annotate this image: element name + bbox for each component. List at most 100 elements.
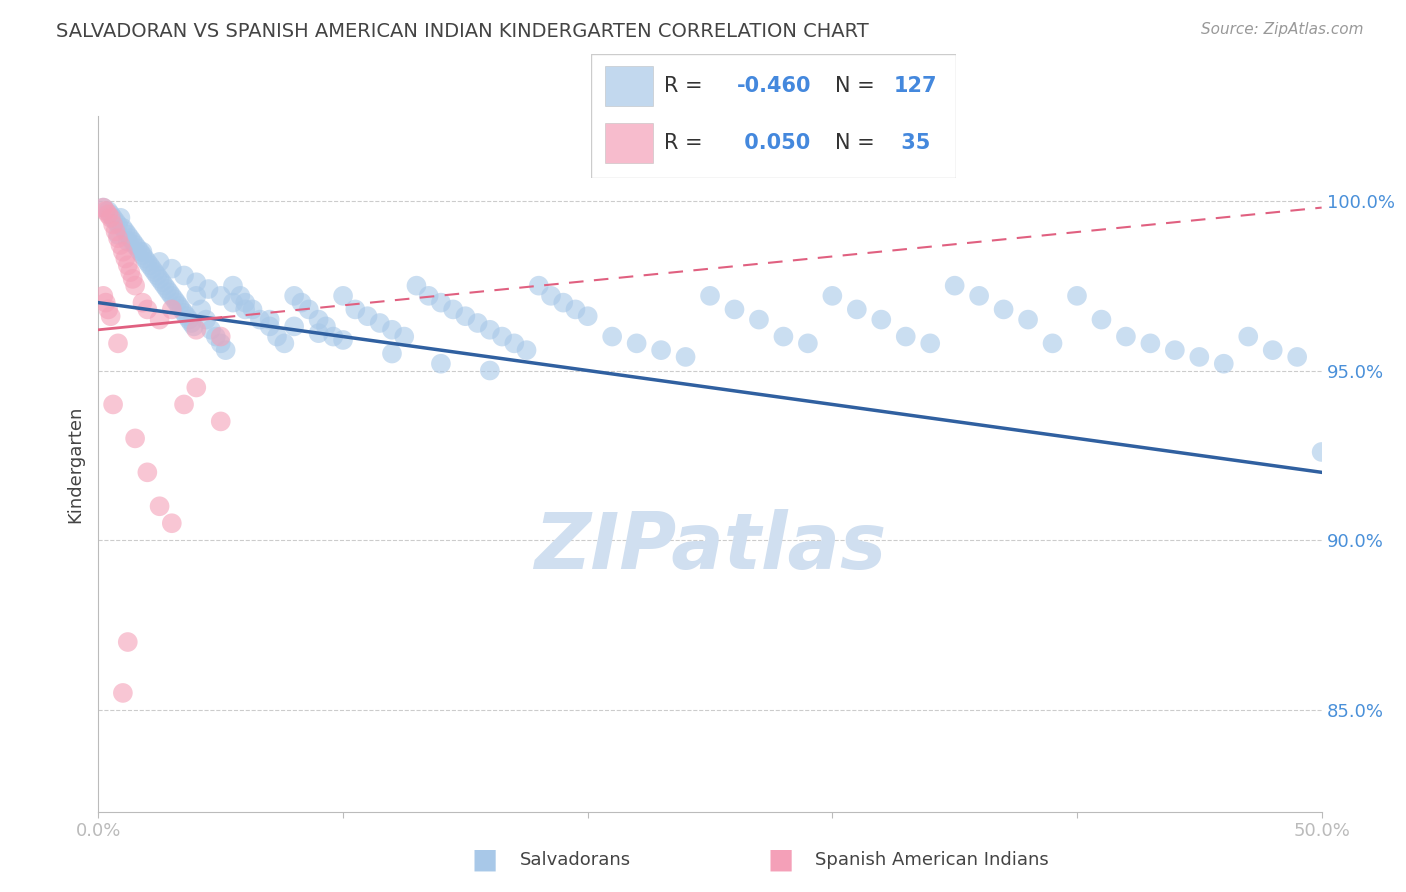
Point [222, 295, 245, 310]
Point [503, 336, 526, 351]
Point [214, 343, 236, 358]
Point [190, 302, 212, 317]
Point [120, 231, 142, 245]
Text: 0.050: 0.050 [737, 134, 810, 153]
Point [111, 244, 134, 259]
Point [107, 218, 129, 232]
Point [131, 248, 153, 262]
Point [121, 235, 143, 249]
Point [821, 289, 844, 303]
Text: ■: ■ [768, 846, 793, 874]
Point [121, 272, 143, 286]
Point [209, 336, 232, 351]
Text: Spanish American Indians: Spanish American Indians [815, 851, 1049, 869]
Point [136, 466, 159, 480]
Point [675, 350, 697, 364]
Point [149, 500, 172, 514]
Point [266, 329, 288, 343]
Point [283, 289, 305, 303]
Point [600, 329, 623, 343]
Bar [605, 123, 652, 163]
Point [136, 255, 159, 269]
Point [197, 282, 219, 296]
Point [110, 211, 132, 225]
Point [870, 312, 893, 326]
Point [107, 336, 129, 351]
Point [478, 323, 501, 337]
Point [553, 295, 575, 310]
Bar [605, 66, 652, 106]
Text: ■: ■ [472, 846, 498, 874]
Point [467, 316, 489, 330]
Point [797, 336, 820, 351]
Point [430, 295, 453, 310]
Point [491, 329, 513, 343]
Point [176, 309, 198, 323]
Point [160, 302, 183, 317]
Point [157, 285, 180, 300]
Point [308, 312, 330, 326]
Point [1090, 312, 1112, 326]
Point [104, 214, 127, 228]
Point [723, 302, 745, 317]
Point [845, 302, 868, 317]
Point [127, 241, 149, 255]
Point [368, 316, 391, 330]
Point [107, 227, 129, 242]
Point [205, 329, 228, 343]
Point [195, 312, 218, 326]
Text: 127: 127 [894, 76, 938, 96]
Point [943, 278, 966, 293]
Point [156, 282, 179, 296]
Point [131, 295, 153, 310]
Point [748, 312, 770, 326]
Point [97, 302, 120, 317]
Point [576, 309, 599, 323]
Point [136, 302, 159, 317]
Point [117, 258, 139, 272]
Point [454, 309, 477, 323]
Point [100, 211, 122, 225]
Text: 35: 35 [894, 134, 931, 153]
Point [1261, 343, 1284, 358]
Point [283, 319, 305, 334]
Point [920, 336, 942, 351]
Point [150, 275, 173, 289]
Point [180, 316, 202, 330]
Point [626, 336, 648, 351]
Point [117, 635, 139, 649]
Point [186, 275, 208, 289]
Point [441, 302, 464, 317]
Point [160, 261, 183, 276]
Point [97, 204, 120, 219]
Point [173, 306, 195, 320]
Point [200, 323, 222, 337]
Point [1017, 312, 1039, 326]
Point [183, 319, 205, 334]
Point [143, 265, 166, 279]
Point [173, 397, 195, 411]
Point [322, 329, 344, 343]
Y-axis label: Kindergarten: Kindergarten [66, 405, 84, 523]
Point [515, 343, 537, 358]
Point [94, 204, 117, 219]
Point [124, 278, 146, 293]
Point [104, 224, 127, 238]
Point [1164, 343, 1187, 358]
Point [1066, 289, 1088, 303]
Point [1139, 336, 1161, 351]
Point [186, 323, 208, 337]
Point [405, 278, 427, 293]
Point [894, 329, 917, 343]
Point [163, 292, 186, 306]
Point [173, 268, 195, 283]
Point [160, 289, 183, 303]
Point [166, 295, 188, 310]
Point [209, 289, 232, 303]
Point [381, 323, 404, 337]
Point [967, 289, 990, 303]
Point [139, 258, 162, 272]
Point [111, 686, 134, 700]
Point [229, 289, 252, 303]
Point [1237, 329, 1260, 343]
